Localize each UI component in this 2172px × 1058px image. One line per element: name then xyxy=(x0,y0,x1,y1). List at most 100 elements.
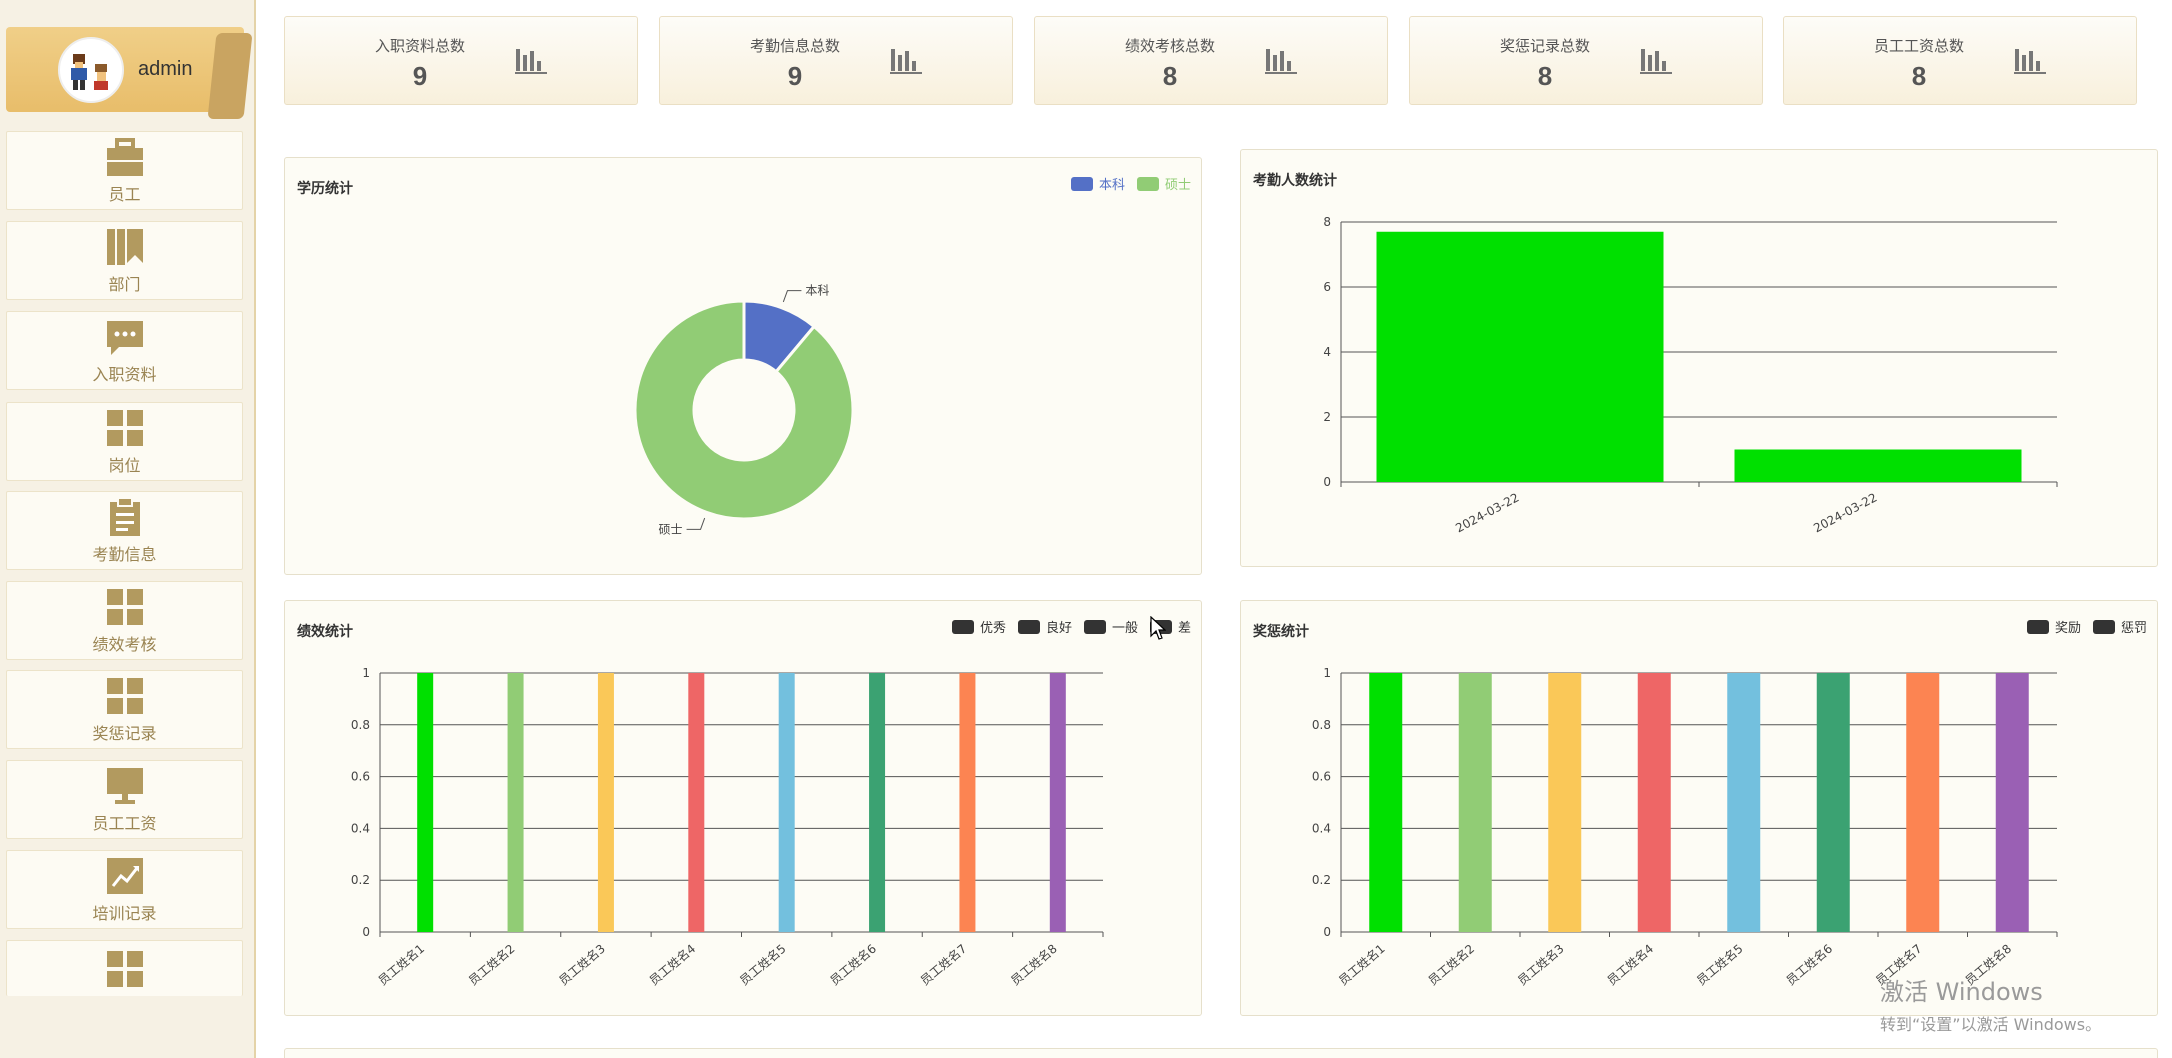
legend-label: 惩罚 xyxy=(2120,621,2147,636)
stat-label: 绩效考核总数 xyxy=(1124,37,1215,55)
y-tick-label: 4 xyxy=(1323,345,1331,359)
sidebar-item-position[interactable]: 岗位 xyxy=(6,402,243,481)
stat-card-attendance[interactable]: 考勤信息总数 9 xyxy=(659,16,1013,105)
y-tick-label: 0.8 xyxy=(1312,718,1331,732)
sidebar-item-label: 岗位 xyxy=(108,455,141,475)
stat-label: 奖惩记录总数 xyxy=(1499,37,1590,55)
stat-value: 8 xyxy=(1537,61,1553,91)
legend-item-reward[interactable]: 奖励 xyxy=(2026,617,2081,636)
panel-title: 学历统计 xyxy=(297,181,353,197)
x-tick-label: 员工姓名6 xyxy=(1783,941,1835,988)
avatar[interactable] xyxy=(58,36,124,103)
bar xyxy=(1376,231,1664,482)
x-tick-label: 员工姓名6 xyxy=(827,941,879,988)
legend-item-bachelor[interactable]: 本科 xyxy=(1070,174,1125,193)
stat-card-performance[interactable]: 绩效考核总数 8 xyxy=(1034,16,1388,105)
legend-item-penalty[interactable]: 惩罚 xyxy=(2092,617,2147,636)
stat-value: 9 xyxy=(412,61,428,91)
y-tick-label: 0.4 xyxy=(351,821,370,835)
sidebar-item-training[interactable]: 培训记录 xyxy=(6,850,243,929)
briefcase-icon xyxy=(105,137,145,177)
y-tick-label: 0.2 xyxy=(1312,873,1331,887)
y-tick-label: 0.8 xyxy=(351,718,370,732)
stat-label: 考勤信息总数 xyxy=(749,37,840,55)
bar-chart-icon xyxy=(1640,49,1672,74)
chart-legend: 本科 硕士 xyxy=(1059,174,1191,193)
user-profile[interactable]: admin xyxy=(6,27,253,119)
x-tick-label: 员工姓名3 xyxy=(556,941,608,988)
bar-chart-icon xyxy=(1265,49,1297,74)
y-tick-label: 0 xyxy=(1323,475,1331,489)
username: admin xyxy=(138,58,193,80)
sidebar-item-employee[interactable]: 员工 xyxy=(6,131,243,210)
clipboard-icon xyxy=(105,496,145,537)
book-icon xyxy=(105,227,145,267)
bar xyxy=(959,673,976,932)
y-tick-label: 8 xyxy=(1323,215,1331,229)
legend-item-master[interactable]: 硕士 xyxy=(1136,174,1191,193)
x-tick-label: 员工姓名5 xyxy=(736,941,788,988)
bar xyxy=(507,673,524,932)
legend-item-average[interactable]: 一般 xyxy=(1083,617,1138,636)
panel-title: 考勤人数统计 xyxy=(1253,173,1337,189)
legend-label: 本科 xyxy=(1098,178,1125,193)
bar xyxy=(417,673,434,932)
legend-label: 良好 xyxy=(1045,621,1072,636)
stat-value: 8 xyxy=(1162,61,1178,91)
donut-label: 硕士 xyxy=(659,522,683,536)
panel-title: 奖惩统计 xyxy=(1253,624,1309,640)
legend-swatch xyxy=(2092,619,2115,634)
sidebar-item-label: 员工 xyxy=(108,184,141,204)
bar xyxy=(597,673,614,932)
mouse-cursor-icon xyxy=(1150,616,1166,640)
grid-icon xyxy=(105,408,145,448)
bar xyxy=(1734,449,2022,482)
bar xyxy=(1049,673,1066,932)
donut-label: 本科 xyxy=(805,284,829,298)
attendance-bar-chart: 0 2 4 6 8 2024-03-22 2024-03-22 xyxy=(1323,215,2058,535)
bar xyxy=(688,673,705,932)
performance-bar-chart: 0 0.2 0.4 0.6 0.8 1 员工姓名1 员工姓名2 员工姓名3 员工姓名4 员工姓名5 员… xyxy=(351,666,1104,988)
legend-label: 一般 xyxy=(1111,621,1138,636)
sidebar-item-onboarding[interactable]: 入职资料 xyxy=(6,311,243,390)
bar xyxy=(869,673,886,932)
chat-bubble-icon xyxy=(105,317,145,357)
chart-legend: 奖励 惩罚 xyxy=(2015,617,2147,636)
sidebar-item-salary[interactable]: 员工工资 xyxy=(6,760,243,839)
sidebar-item-more[interactable] xyxy=(6,940,243,996)
bar xyxy=(1369,673,1403,932)
legend-item-excellent[interactable]: 优秀 xyxy=(951,617,1006,636)
next-panel-edge xyxy=(284,1048,2158,1058)
y-tick-label: 0 xyxy=(1323,925,1331,939)
y-tick-label: 1 xyxy=(1323,666,1331,680)
grid-icon xyxy=(105,949,145,989)
stat-card-onboarding[interactable]: 入职资料总数 9 xyxy=(284,16,638,105)
y-tick-label: 2 xyxy=(1323,410,1331,424)
chart-legend: 优秀 良好 一般 差 xyxy=(940,617,1191,636)
attendance-panel: 考勤人数统计 0 2 4 6 8 2024-03-22 2024-03-22 xyxy=(1240,149,2158,567)
x-tick-label: 员工姓名3 xyxy=(1514,941,1566,988)
stat-card-salary[interactable]: 员工工资总数 8 xyxy=(1783,16,2137,105)
sidebar-item-label: 考勤信息 xyxy=(92,544,157,564)
y-tick-label: 0.6 xyxy=(1312,770,1331,784)
bar xyxy=(1548,673,1582,932)
stat-card-reward[interactable]: 奖惩记录总数 8 xyxy=(1409,16,1763,105)
legend-item-good[interactable]: 良好 xyxy=(1017,617,1072,636)
sidebar-item-attendance[interactable]: 考勤信息 xyxy=(6,491,243,570)
legend-swatch xyxy=(951,619,974,634)
profile-ribbon xyxy=(207,33,253,119)
trend-chart-icon xyxy=(105,856,145,896)
performance-panel: 绩效统计 优秀 良好 一般 差 0 0.2 0.4 0.6 0.8 1 员工姓名1 员工姓名2… xyxy=(284,600,1202,1016)
bar-chart-icon xyxy=(515,49,547,74)
y-tick-label: 0.4 xyxy=(1312,821,1331,835)
reward-bar-chart: 0 0.2 0.4 0.6 0.8 1 员工姓名1 员工姓名2 员工姓名3 员工姓名4 员工姓名5 员… xyxy=(1312,666,2058,988)
sidebar-item-reward[interactable]: 奖惩记录 xyxy=(6,670,243,749)
x-tick-label: 2024-03-22 xyxy=(1811,490,1879,535)
legend-label: 奖励 xyxy=(2054,621,2081,636)
sidebar-item-department[interactable]: 部门 xyxy=(6,221,243,300)
stat-value: 9 xyxy=(787,61,803,91)
sidebar-item-performance[interactable]: 绩效考核 xyxy=(6,581,243,660)
donut-label-line xyxy=(686,517,706,530)
bar xyxy=(1816,673,1850,932)
x-tick-label: 员工姓名1 xyxy=(375,941,427,988)
